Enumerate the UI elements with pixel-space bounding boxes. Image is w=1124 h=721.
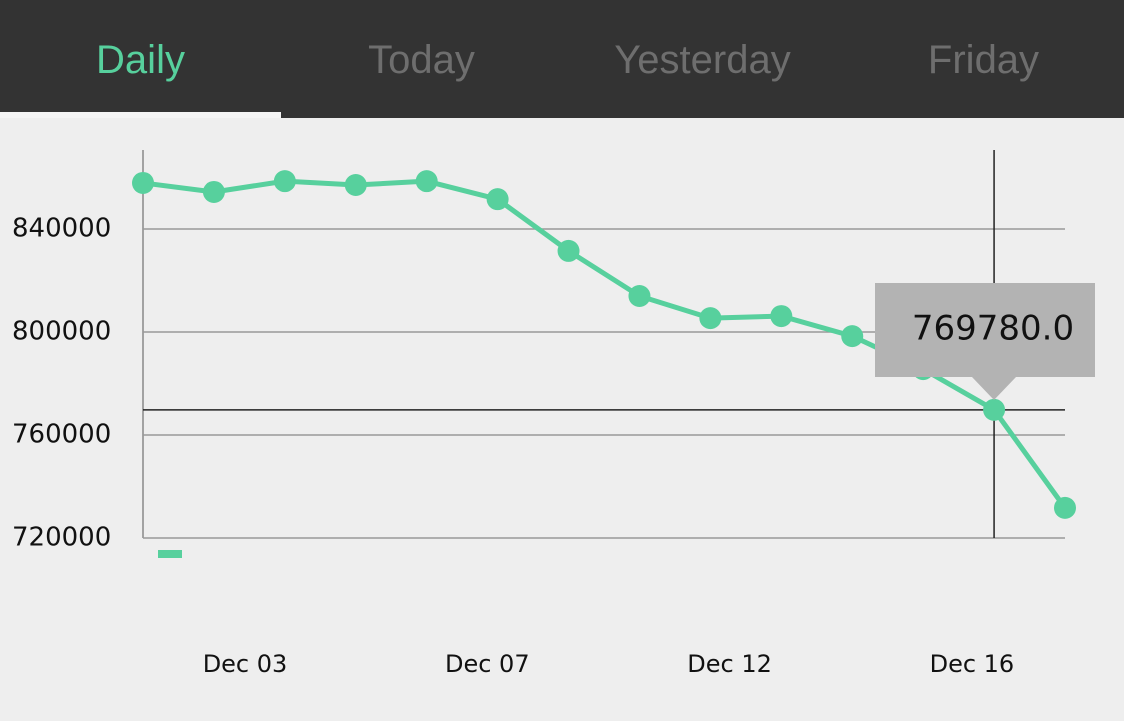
- tab[interactable]: Yesterday: [614, 38, 791, 82]
- tab[interactable]: Friday: [927, 38, 1040, 82]
- point: [699, 307, 722, 330]
- x-tick-label: Dec 16: [930, 650, 1015, 678]
- point: [983, 398, 1006, 421]
- point: [344, 174, 367, 197]
- x-tick-label: Dec 07: [445, 650, 530, 678]
- point: [1054, 496, 1076, 519]
- point: [557, 239, 580, 262]
- tab-bar: Daily Today Yesterday Friday: [0, 0, 1124, 118]
- point: [628, 284, 651, 307]
- tooltip-box: [875, 283, 1095, 400]
- point: [770, 305, 793, 328]
- x-tick-label: Dec 03: [203, 650, 288, 678]
- point: [841, 325, 864, 348]
- y-tick-label: 760000: [12, 420, 111, 450]
- y-tick-label: 840000: [12, 214, 111, 244]
- y-tick-label: 800000: [12, 317, 111, 347]
- point: [415, 170, 438, 193]
- y-tick-label: 720000: [12, 523, 111, 553]
- legend-swatch: [158, 550, 182, 558]
- tab[interactable]: Daily: [0, 0, 281, 118]
- point: [486, 188, 509, 211]
- x-tick-label: Dec 12: [687, 650, 772, 678]
- point: [132, 171, 154, 194]
- point: [273, 170, 296, 193]
- tooltip-label: 769780.0: [912, 309, 1074, 349]
- tab[interactable]: Today: [368, 38, 475, 82]
- point: [202, 180, 225, 203]
